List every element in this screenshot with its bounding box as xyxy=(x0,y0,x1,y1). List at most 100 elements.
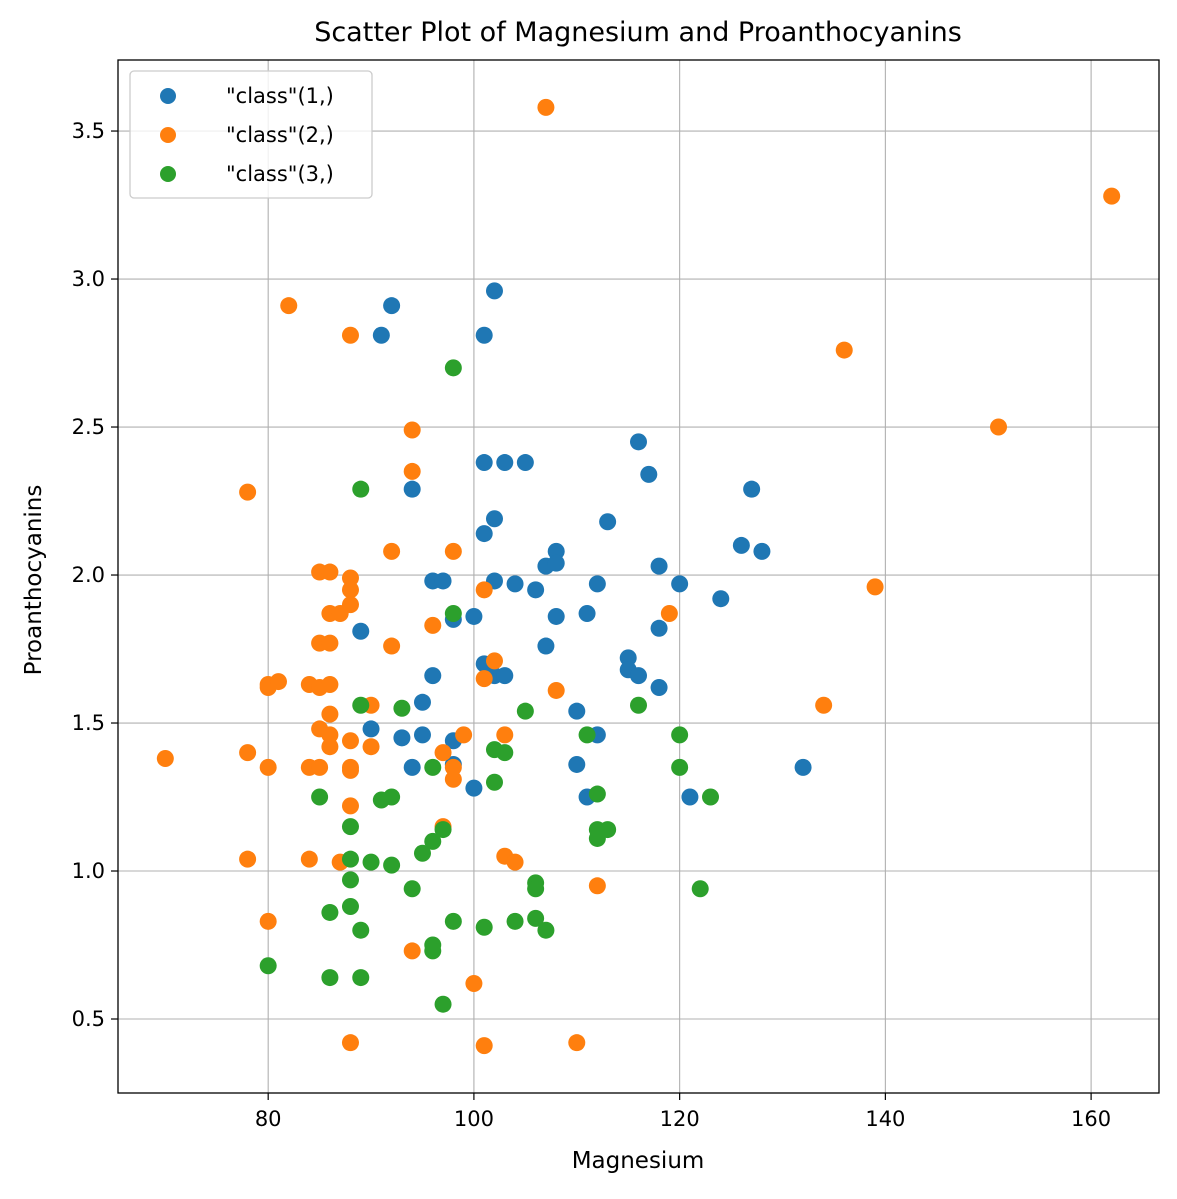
data-point-class-1 xyxy=(362,720,380,738)
data-point-class-3 xyxy=(496,744,514,762)
y-tick-label: 2.5 xyxy=(72,415,105,439)
data-point-class-2 xyxy=(444,542,462,560)
data-point-class-3 xyxy=(321,903,339,921)
data-point-class-3 xyxy=(434,821,452,839)
data-point-class-2 xyxy=(269,673,287,691)
data-point-class-3 xyxy=(671,758,689,776)
y-tick-label: 0.5 xyxy=(72,1007,105,1031)
data-point-class-1 xyxy=(485,510,503,528)
data-point-class-2 xyxy=(321,563,339,581)
data-point-class-1 xyxy=(568,755,586,773)
data-point-class-1 xyxy=(588,575,606,593)
data-point-class-3 xyxy=(434,995,452,1013)
data-point-class-2 xyxy=(403,942,421,960)
legend-marker-class-1 xyxy=(160,88,176,104)
data-point-class-1 xyxy=(475,454,493,472)
data-point-class-2 xyxy=(403,421,421,439)
axis-ticks: 80 100 120 140 160 0.5 1.0 1.5 2.0 2.5 3.0 3.5 xyxy=(72,119,1112,1131)
data-point-class-1 xyxy=(732,536,750,554)
data-point-class-1 xyxy=(403,480,421,498)
data-point-class-2 xyxy=(403,462,421,480)
data-point-class-1 xyxy=(599,513,617,531)
y-tick-label: 3.5 xyxy=(72,119,105,143)
data-point-class-1 xyxy=(681,788,699,806)
data-point-class-3 xyxy=(516,702,534,720)
data-point-class-1 xyxy=(372,326,390,344)
data-point-class-1 xyxy=(383,297,401,315)
data-point-class-1 xyxy=(753,542,771,560)
data-point-class-2 xyxy=(496,726,514,744)
data-point-class-1 xyxy=(393,729,411,747)
data-point-class-3 xyxy=(671,726,689,744)
data-point-class-1 xyxy=(413,726,431,744)
data-point-class-2 xyxy=(568,1034,586,1052)
data-point-class-2 xyxy=(321,705,339,723)
data-point-class-3 xyxy=(485,773,503,791)
x-tick-label: 120 xyxy=(660,1107,700,1131)
data-point-class-3 xyxy=(444,912,462,930)
data-point-class-1 xyxy=(465,779,483,797)
data-point-class-3 xyxy=(527,909,545,927)
data-point-class-3 xyxy=(424,758,442,776)
data-point-class-2 xyxy=(259,758,277,776)
data-point-class-3 xyxy=(578,726,596,744)
data-point-class-1 xyxy=(650,678,668,696)
data-point-class-2 xyxy=(239,483,257,501)
data-point-class-2 xyxy=(444,770,462,788)
data-point-class-3 xyxy=(588,785,606,803)
data-point-class-1 xyxy=(578,604,596,622)
data-point-class-1 xyxy=(619,649,637,667)
data-point-class-1 xyxy=(640,465,658,483)
y-tick-label: 1.5 xyxy=(72,711,105,735)
legend-marker-class-3 xyxy=(160,166,176,182)
data-point-class-2 xyxy=(321,738,339,756)
data-point-class-3 xyxy=(588,829,606,847)
data-point-class-2 xyxy=(300,850,318,868)
data-point-class-3 xyxy=(424,832,442,850)
data-points xyxy=(156,98,1121,1055)
data-point-class-2 xyxy=(588,877,606,895)
data-point-class-2 xyxy=(239,744,257,762)
data-point-class-1 xyxy=(671,575,689,593)
data-point-class-3 xyxy=(383,856,401,874)
data-point-class-2 xyxy=(424,616,442,634)
y-axis-label: Proanthocyanins xyxy=(21,485,47,676)
data-point-class-2 xyxy=(660,604,678,622)
data-point-class-2 xyxy=(990,418,1008,436)
data-point-class-3 xyxy=(352,921,370,939)
data-point-class-2 xyxy=(321,726,339,744)
plot-area-frame xyxy=(117,59,1160,1094)
data-point-class-2 xyxy=(506,853,524,871)
legend-label-class-2: "class"(2,) xyxy=(226,123,334,147)
data-point-class-3 xyxy=(702,788,720,806)
data-point-class-3 xyxy=(630,696,647,714)
data-point-class-3 xyxy=(341,898,359,916)
data-point-class-1 xyxy=(568,702,586,720)
data-point-class-3 xyxy=(383,788,401,806)
data-point-class-3 xyxy=(352,696,370,714)
data-point-class-3 xyxy=(475,918,493,936)
data-point-class-1 xyxy=(537,637,555,655)
legend-label-class-3: "class"(3,) xyxy=(226,162,334,186)
data-point-class-1 xyxy=(794,758,812,776)
y-tick-label: 3.0 xyxy=(72,267,105,291)
data-point-class-2 xyxy=(475,581,493,599)
data-point-class-2 xyxy=(341,326,359,344)
x-tick-label: 100 xyxy=(454,1107,494,1131)
data-point-class-2 xyxy=(341,1034,359,1052)
data-point-class-1 xyxy=(712,590,730,608)
data-point-class-1 xyxy=(547,542,565,560)
data-point-class-1 xyxy=(475,326,493,344)
data-point-class-2 xyxy=(311,758,329,776)
data-point-class-3 xyxy=(341,850,359,868)
data-point-class-2 xyxy=(434,744,452,762)
legend-box xyxy=(129,70,373,199)
data-point-class-1 xyxy=(465,607,483,625)
data-point-class-1 xyxy=(485,282,503,300)
x-tick-label: 160 xyxy=(1071,1107,1111,1131)
data-point-class-1 xyxy=(506,575,524,593)
data-point-class-1 xyxy=(630,667,647,685)
